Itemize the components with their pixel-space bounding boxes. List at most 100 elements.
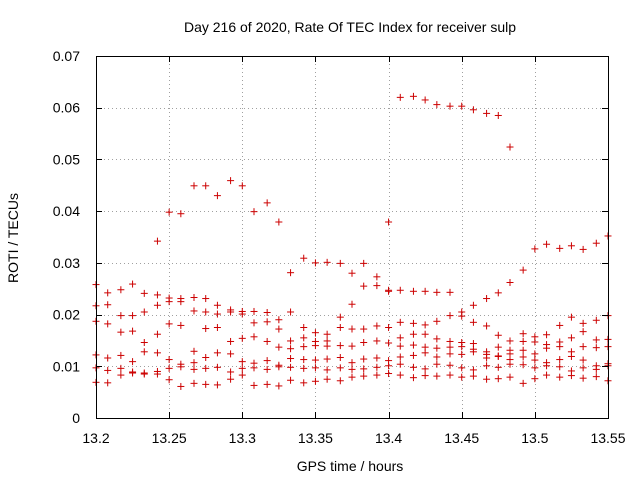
data-point: [104, 320, 112, 328]
data-point: [592, 344, 600, 352]
data-point: [311, 364, 319, 372]
data-point: [165, 376, 173, 384]
data-point: [360, 355, 368, 363]
data-point: [287, 345, 295, 353]
data-point: [300, 343, 308, 351]
chart-title: Day 216 of 2020, Rate Of TEC Index for r…: [184, 19, 516, 35]
y-tick-label: 0.07: [53, 48, 80, 64]
data-point: [446, 312, 454, 320]
data-point: [494, 375, 502, 383]
y-tick-label: 0.05: [53, 151, 80, 167]
data-point: [494, 363, 502, 371]
data-point: [165, 364, 173, 372]
data-point: [117, 364, 125, 372]
data-point: [227, 177, 235, 185]
data-point: [469, 348, 477, 356]
data-point: [117, 371, 125, 379]
data-point: [373, 322, 381, 330]
data-point: [567, 313, 575, 321]
data-point: [238, 371, 246, 379]
data-point: [579, 328, 587, 336]
data-point: [287, 363, 295, 371]
data-point: [592, 316, 600, 324]
data-point: [409, 330, 417, 338]
data-point: [409, 351, 417, 359]
data-point: [373, 273, 381, 281]
data-point: [202, 325, 210, 333]
data-point: [213, 381, 221, 389]
data-point: [117, 328, 125, 336]
data-point: [153, 330, 161, 338]
data-point: [446, 361, 454, 369]
data-point: [177, 363, 185, 371]
data-point: [117, 312, 125, 320]
x-axis-title: GPS time / hours: [297, 458, 404, 474]
data-point: [250, 307, 258, 315]
data-point: [409, 341, 417, 349]
data-point: [287, 355, 295, 363]
y-tick-label: 0.04: [53, 203, 80, 219]
data-point: [469, 301, 477, 309]
data-point: [177, 210, 185, 218]
data-point: [300, 324, 308, 331]
x-tick-label: 13.3: [229, 430, 256, 446]
x-tick-labels: 13.2 13.25 13.3 13.35 13.4 13.45 13.5 13.55: [82, 430, 625, 446]
data-point: [250, 333, 258, 341]
data-point: [494, 111, 502, 119]
data-point: [483, 322, 491, 330]
data-point: [202, 353, 210, 361]
data-point: [311, 259, 319, 267]
data-point: [592, 239, 600, 247]
x-tick-label: 13.45: [444, 430, 479, 446]
data-point: [494, 331, 502, 339]
data-point: [213, 324, 221, 331]
data-point: [385, 324, 393, 331]
data-point: [250, 381, 258, 389]
data-point: [153, 237, 161, 245]
data-point: [421, 349, 429, 357]
data-point: [202, 380, 210, 388]
data-point: [140, 289, 148, 297]
data-point: [177, 382, 185, 390]
data-point: [458, 102, 466, 110]
data-point: [165, 208, 173, 216]
data-point: [360, 372, 368, 380]
data-point: [300, 334, 308, 342]
data-point: [458, 350, 466, 358]
data-point: [483, 354, 491, 362]
data-point: [165, 356, 173, 364]
data-point: [531, 356, 539, 364]
data-point: [213, 301, 221, 309]
data-point: [238, 358, 246, 366]
data-point: [190, 359, 198, 367]
data-point: [385, 218, 393, 226]
data-point: [556, 363, 564, 371]
data-point: [287, 308, 295, 316]
data-point: [336, 324, 344, 331]
data-point: [421, 321, 429, 329]
data-point: [409, 374, 417, 382]
data-point: [104, 354, 112, 362]
data-point: [177, 298, 185, 306]
data-point: [556, 244, 564, 252]
data-point: [140, 308, 148, 316]
y-tick-label: 0.02: [53, 307, 80, 323]
data-point: [421, 372, 429, 380]
data-point: [275, 363, 283, 371]
data-point: [519, 337, 527, 345]
data-point: [385, 339, 393, 347]
data-point: [227, 337, 235, 345]
data-point: [421, 365, 429, 373]
data-point: [567, 372, 575, 380]
data-point: [202, 182, 210, 190]
data-point: [421, 330, 429, 338]
y-axis-title: ROTI / TECUs: [5, 193, 21, 283]
data-point: [458, 373, 466, 381]
data-point: [323, 258, 331, 266]
data-point: [227, 368, 235, 376]
axis-ticks: [96, 56, 609, 419]
data-point: [543, 371, 551, 379]
data-point: [506, 143, 514, 151]
data-point: [421, 287, 429, 295]
